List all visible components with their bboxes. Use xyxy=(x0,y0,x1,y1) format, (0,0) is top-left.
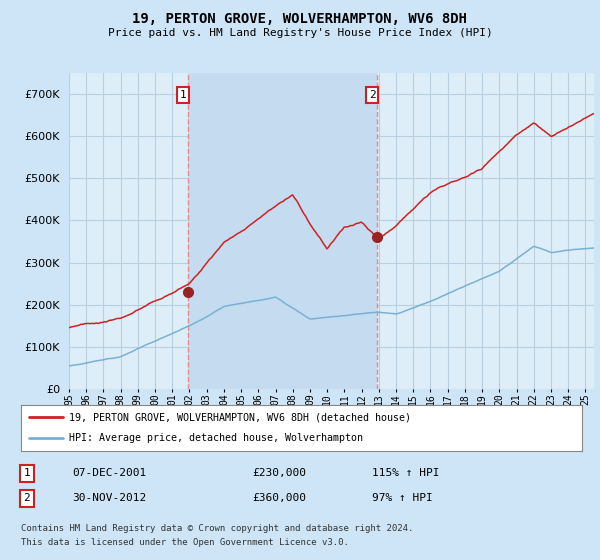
Text: 07-DEC-2001: 07-DEC-2001 xyxy=(72,468,146,478)
Text: Contains HM Land Registry data © Crown copyright and database right 2024.: Contains HM Land Registry data © Crown c… xyxy=(21,524,413,533)
Text: 115% ↑ HPI: 115% ↑ HPI xyxy=(372,468,439,478)
Text: 2: 2 xyxy=(23,493,31,503)
Text: 1: 1 xyxy=(23,468,31,478)
Text: 1: 1 xyxy=(179,90,187,100)
Text: This data is licensed under the Open Government Licence v3.0.: This data is licensed under the Open Gov… xyxy=(21,538,349,547)
Text: 97% ↑ HPI: 97% ↑ HPI xyxy=(372,493,433,503)
Text: 30-NOV-2012: 30-NOV-2012 xyxy=(72,493,146,503)
Bar xyxy=(188,73,377,389)
Text: Price paid vs. HM Land Registry's House Price Index (HPI): Price paid vs. HM Land Registry's House … xyxy=(107,28,493,38)
Text: HPI: Average price, detached house, Wolverhampton: HPI: Average price, detached house, Wolv… xyxy=(68,433,362,444)
Text: 19, PERTON GROVE, WOLVERHAMPTON, WV6 8DH (detached house): 19, PERTON GROVE, WOLVERHAMPTON, WV6 8DH… xyxy=(68,412,410,422)
Text: 2: 2 xyxy=(369,90,376,100)
Text: £360,000: £360,000 xyxy=(252,493,306,503)
Text: £230,000: £230,000 xyxy=(252,468,306,478)
Text: 19, PERTON GROVE, WOLVERHAMPTON, WV6 8DH: 19, PERTON GROVE, WOLVERHAMPTON, WV6 8DH xyxy=(133,12,467,26)
